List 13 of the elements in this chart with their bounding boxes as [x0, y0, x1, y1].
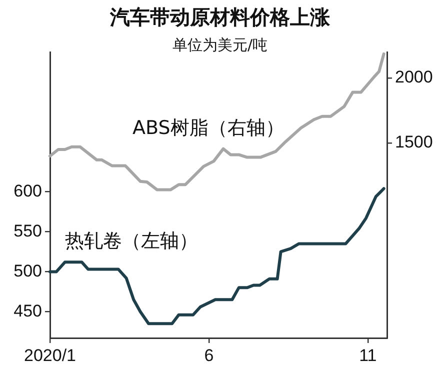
x-tick-label: 2020/1 [24, 346, 76, 365]
y2-tick-label: 1500 [395, 132, 433, 152]
x-tick-label: 6 [204, 346, 214, 365]
y-tick-label: 500 [14, 261, 42, 280]
y-tick-label: 550 [14, 221, 42, 240]
chart-subtitle: 单位为美元/吨 [171, 36, 269, 55]
y-tick-label: 600 [14, 181, 42, 200]
chart-title: 汽车带动原材料价格上涨 [108, 4, 331, 31]
y-tick-label: 450 [14, 301, 42, 320]
y2-tick-label: 2000 [395, 68, 433, 87]
series-label: 热轧卷（左轴） [65, 230, 198, 252]
series-label: ABS树脂（右轴） [132, 117, 284, 140]
x-tick-label: 11 [359, 346, 377, 365]
